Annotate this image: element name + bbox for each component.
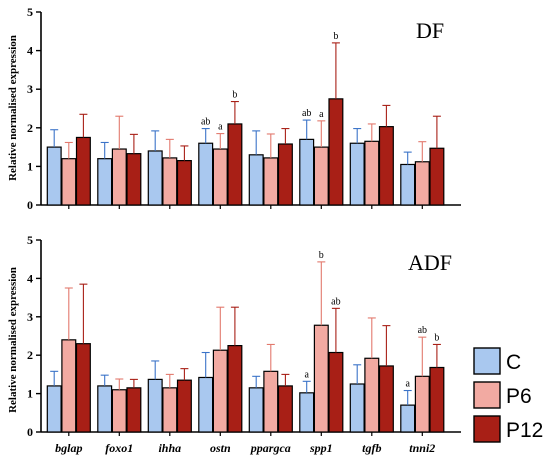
bar [313,146,329,206]
significance-letter: b [434,332,439,343]
panel-label: ADF [408,250,452,275]
bar [227,123,243,206]
y-tick-label: 5 [27,233,33,247]
bar [198,142,214,206]
bar [328,98,344,206]
y-axis-label: Relative normalised expression [7,35,19,181]
y-axis-label: Relative normalised expression [7,267,19,413]
legend-swatch [473,415,501,443]
bar [162,387,178,433]
bar [61,158,77,206]
x-tick-label: foxo1 [105,441,133,455]
bar [378,126,394,206]
bar [364,140,380,206]
bar [414,375,430,433]
bar [212,148,228,206]
bar [111,148,127,206]
bar [176,379,192,433]
x-tick-label: spp1 [309,441,333,455]
bar [75,343,91,433]
legend-swatch [473,347,501,375]
y-tick-label: 1 [27,387,33,401]
significance-letter: a [304,369,309,380]
bar [349,383,365,433]
bar [328,351,344,433]
significance-letter: a [319,109,324,120]
bar [126,387,142,433]
bar [277,143,293,206]
bar [111,389,127,433]
bar [277,385,293,433]
bar [212,349,228,433]
bar [46,146,62,206]
chart-panel-df: Relative normalised expression DF 0 1 2 3 4 5… [7,5,461,212]
x-tick-label: ihha [158,441,181,455]
legend: C P6 P12 [473,347,543,443]
bar [378,365,394,433]
y-tick-label: 1 [27,159,33,173]
y-tick-label: 0 [27,198,33,212]
bar [147,150,163,206]
bar [75,136,91,206]
bar [429,366,445,433]
bar [147,378,163,433]
bar [349,142,365,206]
significance-letter: ab [418,325,427,336]
bar [97,158,113,206]
significance-letter: b [319,250,324,261]
bar [227,345,243,433]
y-tick-label: 5 [27,5,33,19]
x-tick-label: ppargca [250,441,291,455]
legend-swatch [473,381,501,409]
bar [126,153,142,206]
bar [414,161,430,206]
chart-panel-adf: Relative normalised expression ADF 0 1 2 3 4… [7,233,461,455]
bar [248,387,264,433]
x-tick-label: tnni2 [409,441,435,455]
legend-label: P12 [506,419,543,442]
y-tick-label: 2 [27,121,33,135]
significance-letter: b [333,31,338,42]
bar [248,154,264,206]
y-tick-label: 3 [27,310,33,324]
bar [46,385,62,433]
x-tick-label: ostn [210,441,231,455]
bar [198,376,214,433]
x-tick-label: bglap [55,441,82,455]
significance-letter: ab [331,296,340,307]
significance-letter: ab [201,117,210,128]
y-tick-label: 3 [27,82,33,96]
x-tick-label: tgfb [362,441,381,455]
legend-label: C [506,351,521,374]
bar [61,339,77,433]
bar [263,157,279,206]
panel-label: DF [416,18,444,43]
y-tick-label: 4 [27,44,33,58]
legend-label: P6 [506,385,532,408]
bar [313,324,329,433]
bar [400,163,416,206]
significance-letter: a [218,122,223,133]
bar [176,160,192,206]
bar [263,370,279,433]
significance-letter: a [405,379,410,390]
bar [299,138,315,206]
bar [429,147,445,206]
bar [299,392,315,433]
y-tick-label: 0 [27,425,33,439]
bar [97,385,113,433]
bar [364,357,380,433]
bar [162,157,178,206]
significance-letter: b [232,90,237,101]
significance-letter: ab [302,108,311,119]
y-tick-label: 4 [27,271,33,285]
y-tick-label: 2 [27,348,33,362]
bar [400,404,416,433]
